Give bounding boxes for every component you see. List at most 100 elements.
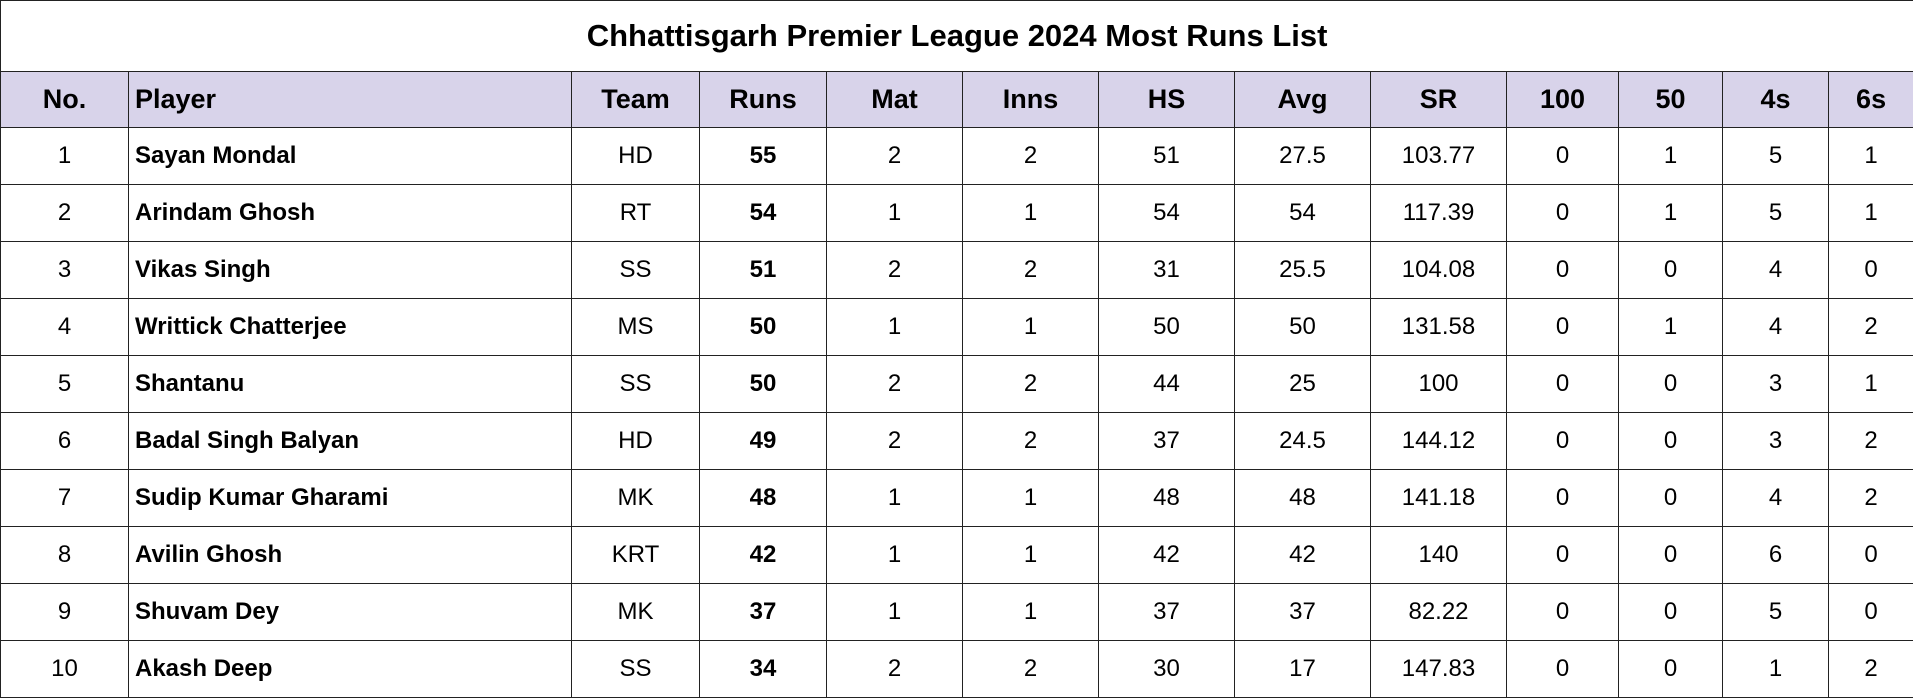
col-header-avg: Avg	[1234, 71, 1371, 128]
cell-inns: 1	[962, 469, 1099, 527]
col-header-player: Player	[128, 71, 572, 128]
table-row: 9 Shuvam Dey MK 37 1 1 37 37 82.22 0 0 5 0	[0, 583, 1913, 641]
cell-team: MK	[571, 583, 700, 641]
cell-6s: 1	[1827, 184, 1913, 242]
cell-player: Shuvam Dey	[128, 583, 572, 641]
cell-6s: 0	[1827, 583, 1913, 641]
cell-player: Sudip Kumar Gharami	[128, 469, 572, 527]
table-row: 3 Vikas Singh SS 51 2 2 31 25.5 104.08 0 0 4 0	[0, 241, 1913, 299]
table-row: 1 Sayan Mondal HD 55 2 2 51 27.5 103.77 0 1 5 1	[0, 127, 1913, 185]
cell-hs: 31	[1098, 241, 1235, 299]
table-row: 2 Arindam Ghosh RT 54 1 1 54 54 117.39 0 1 5 1	[0, 184, 1913, 242]
cell-hs: 44	[1098, 355, 1235, 413]
table-row: 6 Badal Singh Balyan HD 49 2 2 37 24.5 144.12 0 0 3…	[0, 412, 1913, 470]
cell-4s: 6	[1722, 526, 1829, 584]
cell-sr: 104.08	[1370, 241, 1507, 299]
cell-50: 0	[1618, 412, 1723, 470]
cell-6s: 1	[1827, 127, 1913, 185]
cell-50: 0	[1618, 355, 1723, 413]
cell-4s: 3	[1722, 412, 1829, 470]
cell-avg: 27.5	[1234, 127, 1371, 185]
cell-runs: 37	[699, 583, 827, 641]
cell-team: RT	[571, 184, 700, 242]
cell-player: Sayan Mondal	[128, 127, 572, 185]
cell-no: 7	[0, 469, 129, 527]
cell-avg: 42	[1234, 526, 1371, 584]
col-header-100: 100	[1506, 71, 1619, 128]
cell-runs: 51	[699, 241, 827, 299]
cell-runs: 50	[699, 298, 827, 356]
cell-sr: 131.58	[1370, 298, 1507, 356]
cell-no: 9	[0, 583, 129, 641]
cell-player: Arindam Ghosh	[128, 184, 572, 242]
cell-mat: 2	[826, 241, 963, 299]
cell-6s: 2	[1827, 412, 1913, 470]
cell-6s: 1	[1827, 355, 1913, 413]
cell-100: 0	[1506, 583, 1619, 641]
cell-player: Badal Singh Balyan	[128, 412, 572, 470]
cell-runs: 54	[699, 184, 827, 242]
cell-team: MS	[571, 298, 700, 356]
cell-4s: 4	[1722, 298, 1829, 356]
cell-100: 0	[1506, 526, 1619, 584]
col-header-4s: 4s	[1722, 71, 1829, 128]
cell-4s: 4	[1722, 241, 1829, 299]
cell-50: 0	[1618, 583, 1723, 641]
cell-50: 0	[1618, 526, 1723, 584]
cell-4s: 5	[1722, 184, 1829, 242]
col-header-mat: Mat	[826, 71, 963, 128]
cell-avg: 25	[1234, 355, 1371, 413]
cell-50: 0	[1618, 640, 1723, 698]
cell-mat: 1	[826, 298, 963, 356]
cell-runs: 50	[699, 355, 827, 413]
cell-team: SS	[571, 355, 700, 413]
cell-sr: 141.18	[1370, 469, 1507, 527]
cell-no: 8	[0, 526, 129, 584]
cell-100: 0	[1506, 184, 1619, 242]
cell-100: 0	[1506, 298, 1619, 356]
table-row: 5 Shantanu SS 50 2 2 44 25 100 0 0 3 1	[0, 355, 1913, 413]
cell-100: 0	[1506, 469, 1619, 527]
cell-hs: 30	[1098, 640, 1235, 698]
cell-sr: 103.77	[1370, 127, 1507, 185]
cell-4s: 5	[1722, 583, 1829, 641]
table-body: 1 Sayan Mondal HD 55 2 2 51 27.5 103.77 0 1 5 1 2 Arin…	[0, 127, 1913, 698]
cell-4s: 4	[1722, 469, 1829, 527]
cell-4s: 5	[1722, 127, 1829, 185]
cell-mat: 2	[826, 355, 963, 413]
cell-player: Avilin Ghosh	[128, 526, 572, 584]
cell-sr: 147.83	[1370, 640, 1507, 698]
cell-avg: 17	[1234, 640, 1371, 698]
cell-hs: 37	[1098, 412, 1235, 470]
cell-team: SS	[571, 640, 700, 698]
cell-sr: 144.12	[1370, 412, 1507, 470]
cell-100: 0	[1506, 412, 1619, 470]
cell-inns: 2	[962, 355, 1099, 413]
cell-mat: 1	[826, 184, 963, 242]
cell-100: 0	[1506, 241, 1619, 299]
cell-player: Writtick Chatterjee	[128, 298, 572, 356]
cell-hs: 37	[1098, 583, 1235, 641]
cell-50: 0	[1618, 469, 1723, 527]
cell-team: KRT	[571, 526, 700, 584]
cell-player: Akash Deep	[128, 640, 572, 698]
cell-50: 0	[1618, 241, 1723, 299]
cell-no: 1	[0, 127, 129, 185]
cell-inns: 2	[962, 241, 1099, 299]
cell-runs: 55	[699, 127, 827, 185]
cell-team: MK	[571, 469, 700, 527]
cell-avg: 54	[1234, 184, 1371, 242]
table-row: 7 Sudip Kumar Gharami MK 48 1 1 48 48 141.18 0 0 4 2	[0, 469, 1913, 527]
cell-inns: 2	[962, 640, 1099, 698]
cell-avg: 37	[1234, 583, 1371, 641]
cell-runs: 49	[699, 412, 827, 470]
cell-mat: 1	[826, 469, 963, 527]
cell-50: 1	[1618, 184, 1723, 242]
col-header-hs: HS	[1098, 71, 1235, 128]
cell-hs: 48	[1098, 469, 1235, 527]
cell-50: 1	[1618, 127, 1723, 185]
cell-6s: 0	[1827, 241, 1913, 299]
cell-team: HD	[571, 127, 700, 185]
